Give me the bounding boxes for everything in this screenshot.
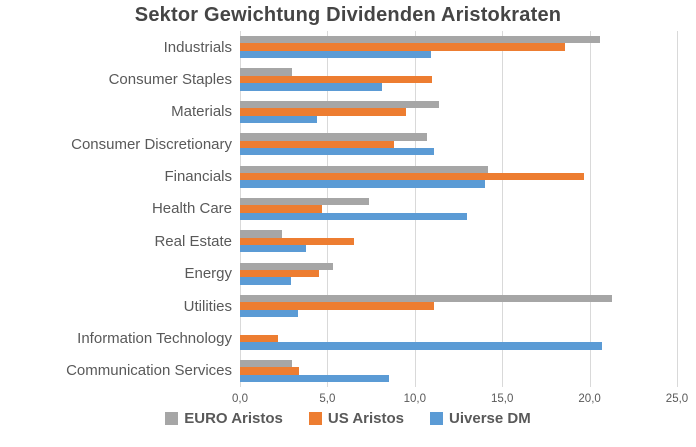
bar-uiverse-dm-consumer-staples [240,83,382,91]
x-tick-label-5: 5,0 [319,393,336,405]
gridline-20 [589,31,591,387]
legend-label: EURO Aristos [184,410,283,427]
legend-item-us-aristos: US Aristos [308,410,405,427]
bar-euro-aristos-consumer-staples [240,68,293,76]
category-label-health-care: Health Care [151,200,232,218]
chart-title: Sektor Gewichtung Dividenden Aristokrate… [134,4,562,26]
category-label-consumer-staples: Consumer Staples [108,71,232,89]
plot-area [240,31,678,387]
legend-label: Uiverse DM [449,410,531,427]
bar-uiverse-dm-utilities [240,309,298,318]
x-axis: 0,0 5,0 10,0 15,0 20,0 25,0 [0,393,696,408]
legend: EURO Aristos US Aristos Uiverse DM [0,410,696,427]
bar-group-industrials [240,31,677,63]
x-tick-label-25: 25,0 [665,393,689,405]
gridline-10 [414,31,416,387]
gridline-5 [327,31,329,387]
category-label-materials: Materials [171,103,232,121]
bar-group-health-care [240,193,677,225]
bar-group-consumer-discretionary [240,128,677,160]
category-label-industrials: Industrials [163,38,232,56]
bar-us-aristos-communication-services [240,367,300,375]
bar-us-aristos-information-technology [240,334,279,343]
bar-group-energy [240,258,677,290]
bar-us-aristos-utilities [240,302,435,310]
category-label-communication-services: Communication Services [66,362,232,380]
bar-us-aristos-financials [240,172,585,181]
legend-swatch-icon [430,412,444,425]
bar-uiverse-dm-materials [240,115,317,123]
legend-label: US Aristos [327,410,405,427]
bar-euro-aristos-utilities [240,295,613,303]
legend-item-euro-aristos: EURO Aristos [165,410,283,427]
bar-us-aristos-industrials [240,43,566,51]
bar-euro-aristos-energy [240,262,333,271]
category-label-financials: Financials [164,168,232,186]
bar-euro-aristos-industrials [240,36,601,44]
bar-us-aristos-energy [240,270,319,278]
bar-euro-aristos-financials [240,165,489,173]
bar-us-aristos-consumer-discretionary [240,140,394,148]
category-label-consumer-discretionary: Consumer Discretionary [71,135,232,153]
legend-swatch-icon [308,412,322,425]
bar-group-materials [240,96,677,128]
bar-us-aristos-health-care [240,205,323,213]
x-tick-label-10: 10,0 [403,393,426,405]
bar-euro-aristos-communication-services [240,359,293,368]
category-label-information-technology: Information Technology [77,329,232,347]
legend-swatch-icon [165,412,179,425]
bar-us-aristos-real-estate [240,237,354,246]
bar-group-consumer-staples [240,63,677,95]
bar-us-aristos-materials [240,108,407,116]
category-label-energy: Energy [184,265,232,283]
bar-uiverse-dm-information-technology [240,342,602,350]
bar-euro-aristos-health-care [240,197,370,206]
bar-group-utilities [240,290,677,322]
bar-group-communication-services [240,355,677,387]
bar-euro-aristos-materials [240,100,440,109]
category-label-utilities: Utilities [183,297,232,315]
bar-euro-aristos-real-estate [240,230,282,238]
gridline-25 [677,31,678,387]
bar-uiverse-dm-communication-services [240,374,389,382]
gridline-15 [502,31,504,387]
x-tick-label-20: 20,0 [578,393,601,405]
bar-group-real-estate [240,225,677,257]
x-tick-label-0: 0,0 [232,393,248,405]
category-axis: Industrials Consumer Staples Materials Cons… [0,31,232,387]
bar-group-financials [240,160,677,192]
category-label-real-estate: Real Estate [154,232,232,250]
bar-uiverse-dm-consumer-discretionary [240,147,435,156]
bar-euro-aristos-consumer-discretionary [240,133,428,141]
x-tick-label-15: 15,0 [490,393,514,405]
bar-uiverse-dm-financials [240,180,485,188]
bar-uiverse-dm-industrials [240,50,431,59]
bar-us-aristos-consumer-staples [240,75,433,84]
bar-uiverse-dm-energy [240,277,291,285]
bar-group-information-technology [240,322,677,354]
legend-item-uiverse-dm: Uiverse DM [430,410,531,427]
bar-uiverse-dm-real-estate [240,245,307,253]
bar-uiverse-dm-health-care [240,212,468,221]
